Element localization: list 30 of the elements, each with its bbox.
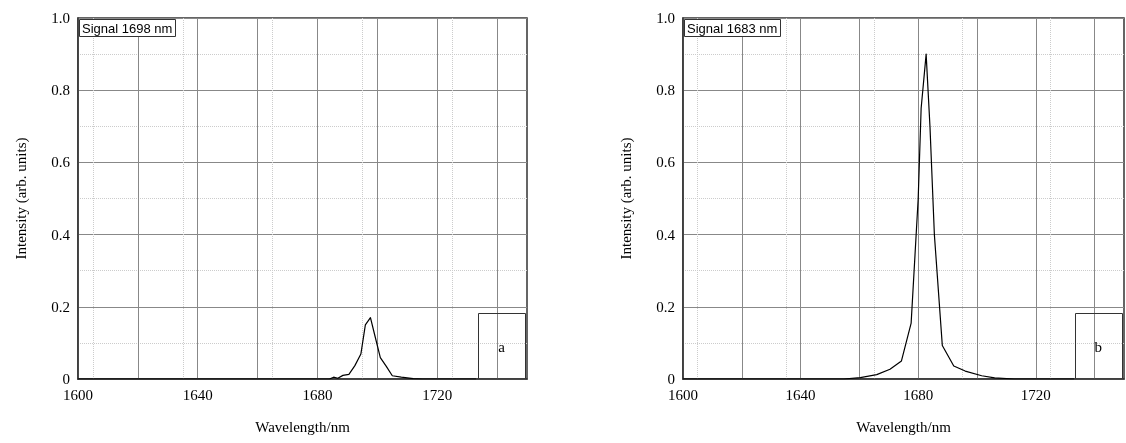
y-tick-label: 0.8: [656, 82, 675, 99]
annotation: Signal 1683 nm: [687, 21, 778, 36]
line-series: [682, 53, 1075, 380]
line-series: [77, 317, 477, 380]
x-tick-label: 1720: [422, 386, 453, 403]
y-tick-label: 0.2: [656, 298, 675, 315]
y-tick-label: 0: [667, 371, 675, 387]
y-tick-label: 0.4: [656, 226, 676, 243]
x-tick-label: 1640: [182, 386, 213, 403]
y-tick-label: 1.0: [656, 10, 675, 26]
y-tick-label: 0.4: [51, 226, 71, 243]
annotation: b: [1094, 338, 1102, 355]
y-axis-title: Intensity (arb. units): [617, 137, 635, 260]
y-tick-label: 0.2: [51, 298, 70, 315]
x-tick-label: 1600: [668, 386, 698, 403]
y-axis-title: Intensity (arb. units): [12, 137, 30, 260]
y-tick-label: 0: [62, 371, 70, 387]
annotation: Signal 1698 nm: [82, 21, 173, 36]
x-axis-title: Wavelength/nm: [856, 418, 952, 435]
x-tick-label: 1720: [1020, 386, 1051, 403]
x-tick-label: 1680: [302, 386, 333, 403]
x-tick-label: 1640: [785, 386, 816, 403]
y-tick-label: 1.0: [51, 10, 70, 26]
x-tick-label: 1680: [903, 386, 934, 403]
annotation: a: [498, 338, 506, 355]
x-tick-label: 1600: [63, 386, 93, 403]
y-tick-label: 0.6: [656, 154, 676, 171]
y-tick-label: 0.8: [51, 82, 70, 99]
y-tick-label: 0.6: [51, 154, 71, 171]
x-axis-title: Wavelength/nm: [255, 418, 351, 435]
